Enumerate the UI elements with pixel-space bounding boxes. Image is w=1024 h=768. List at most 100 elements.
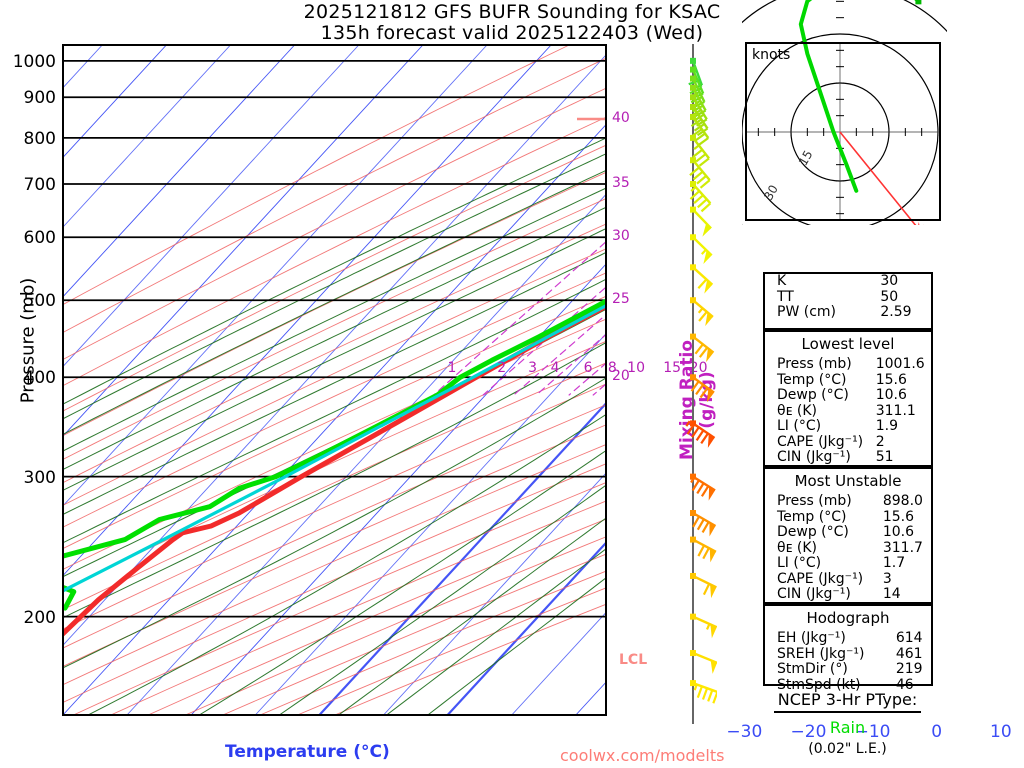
- lowest-level-row: Temp (°C) 15.6: [765, 371, 931, 389]
- lowest-level-row: θᴇ (K) 311.1: [765, 402, 931, 420]
- most-unstable-row: CAPE (Jkg⁻¹) 3: [765, 570, 931, 588]
- pressure-tick-400: 400: [23, 368, 56, 389]
- lowest-level-value: 2: [875, 433, 885, 450]
- lowest-level-row: CAPE (Jkg⁻¹) 2: [765, 433, 931, 451]
- height-tick-20: 20: [612, 368, 630, 385]
- most-unstable-row: Dewp (°C) 10.6: [765, 524, 931, 541]
- pressure-axis-title: Pressure (mb): [17, 277, 39, 404]
- lowest-level-title: Lowest level: [801, 335, 895, 353]
- lowest-level-key: CIN (Jkg⁻¹): [777, 449, 851, 465]
- pressure-tick-700: 700: [23, 175, 56, 196]
- skewt-frame: [62, 44, 607, 716]
- index-value: 50: [880, 288, 899, 305]
- index-row: K 30: [765, 273, 931, 290]
- indices-panel: K 30 TT 50 PW (cm) 2.59: [763, 272, 933, 330]
- index-row: TT 50: [765, 288, 931, 306]
- most-unstable-title: Most Unstable: [794, 472, 902, 490]
- most-unstable-key: Press (mb): [777, 493, 852, 509]
- height-tick-35: 35: [612, 175, 630, 192]
- most-unstable-row: CIN (Jkg⁻¹) 14: [765, 586, 931, 603]
- lowest-level-key: Press (mb): [777, 356, 852, 372]
- most-unstable-row: θᴇ (K) 311.7: [765, 539, 931, 557]
- height-tick-40: 40: [612, 110, 630, 126]
- mixing-ratio-label-20: 20: [689, 360, 708, 377]
- mixing-ratio-label-8: 8: [607, 360, 617, 377]
- most-unstable-row: Temp (°C) 15.6: [765, 508, 931, 526]
- mixing-ratio-label-3: 3: [528, 360, 537, 377]
- pressure-tick-200: 200: [23, 607, 56, 628]
- page-subtitle: 135h forecast valid 2025122403 (Wed): [320, 22, 704, 44]
- mixing-ratio-label-1: 1: [447, 360, 457, 377]
- lcl-label: LCL: [619, 652, 648, 668]
- pressure-tick-900: 900: [23, 88, 56, 109]
- most-unstable-value: 898.0: [882, 493, 923, 509]
- lowest-level-panel: Lowest level Press (mb) 1001.6 Temp (°C) 15…: [763, 330, 933, 467]
- most-unstable-value: 14: [882, 586, 901, 602]
- most-unstable-key: CIN (Jkg⁻¹): [777, 586, 851, 602]
- mixing-ratio-label-4: 4: [550, 360, 560, 377]
- hodograph-plot: 153045✶: [742, 0, 947, 225]
- hodograph-stat-value: 219: [895, 661, 923, 677]
- temperature-axis-title: Temperature (°C): [225, 742, 390, 762]
- lowest-level-row: LI (°C) 1.9: [765, 418, 931, 435]
- lowest-level-key: LI (°C): [777, 418, 822, 434]
- temperature-tick-0: 0: [931, 722, 943, 742]
- wind-barb-column: [685, 44, 717, 724]
- watermark: coolwx.com/modelts: [560, 746, 725, 765]
- most-unstable-row: Press (mb) 898.0: [765, 493, 931, 510]
- hodograph-stat-row: SREH (Jkg⁻¹) 461: [765, 645, 931, 663]
- most-unstable-key: Temp (°C): [777, 508, 847, 525]
- lowest-level-value: 10.6: [875, 387, 907, 403]
- mixing-ratio-label-6: 6: [583, 360, 593, 377]
- temperature-tick-10: 10: [990, 722, 1012, 742]
- pressure-tick-600: 600: [23, 228, 56, 249]
- lowest-level-row: Dewp (°C) 10.6: [765, 387, 931, 404]
- svg-text:✶: ✶: [913, 219, 926, 225]
- hodograph-stat-row: StmDir (°) 219: [765, 661, 931, 678]
- most-unstable-key: θᴇ (K): [777, 539, 817, 556]
- hodograph-stats-panel: Hodograph EH (Jkg⁻¹) 614 SREH (Jkg⁻¹) 461 St…: [763, 604, 933, 692]
- lowest-level-key: CAPE (Jkg⁻¹): [777, 433, 864, 450]
- lowest-level-row: CIN (Jkg⁻¹) 51: [765, 449, 931, 466]
- pressure-tick-800: 800: [23, 128, 56, 149]
- most-unstable-value: 15.6: [882, 508, 915, 525]
- page-title: 2025121812 GFS BUFR Sounding for KSAC: [303, 1, 721, 23]
- ptype-panel: NCEP 3-Hr PType: Rain (0.02" L.E.): [740, 690, 955, 757]
- lowest-level-value: 15.6: [875, 371, 907, 388]
- hodograph-stats-title: Hodograph: [806, 609, 890, 627]
- most-unstable-key: CAPE (Jkg⁻¹): [777, 570, 864, 587]
- mixing-ratio-label-10: 10: [627, 360, 645, 377]
- hodograph-stat-row: EH (Jkg⁻¹) 614: [765, 630, 931, 647]
- most-unstable-key: LI (°C): [777, 555, 822, 571]
- hodograph-frame: [745, 42, 941, 221]
- height-tick-30: 30: [612, 228, 630, 245]
- ptype-heading: NCEP 3-Hr PType:: [773, 690, 922, 713]
- index-key: PW (cm): [777, 304, 836, 320]
- most-unstable-value: 3: [882, 570, 892, 587]
- index-key: K: [777, 273, 787, 289]
- skewt-plot: [62, 44, 607, 716]
- hodograph-units-label: knots: [752, 47, 791, 63]
- hodograph-stat-key: EH (Jkg⁻¹): [777, 630, 846, 646]
- height-tick-25: 25: [612, 291, 630, 308]
- hodograph-stat-key: StmSpd (kt): [777, 676, 861, 693]
- hodograph-stat-value: 614: [895, 630, 923, 646]
- lowest-level-key: Temp (°C): [777, 371, 847, 388]
- pressure-tick-1000: 1000: [12, 51, 56, 72]
- svg-text:15: 15: [796, 148, 816, 168]
- index-value: 2.59: [880, 304, 912, 320]
- ptype-amount: (0.02" L.E.): [808, 741, 887, 757]
- hodograph-stat-key: SREH (Jkg⁻¹): [777, 645, 865, 662]
- pressure-tick-300: 300: [23, 467, 56, 488]
- mixing-ratio-label-2: 2: [497, 360, 507, 377]
- most-unstable-panel: Most Unstable Press (mb) 898.0 Temp (°C) 15…: [763, 467, 933, 604]
- hodograph-stat-key: StmDir (°): [777, 661, 848, 677]
- lowest-level-row: Press (mb) 1001.6: [765, 356, 931, 373]
- index-value: 30: [880, 273, 899, 289]
- most-unstable-value: 1.7: [882, 555, 906, 571]
- pressure-tick-500: 500: [23, 291, 56, 312]
- lowest-level-key: θᴇ (K): [777, 402, 817, 419]
- lowest-level-key: Dewp (°C): [777, 387, 849, 403]
- most-unstable-value: 10.6: [882, 524, 915, 540]
- most-unstable-value: 311.7: [882, 539, 923, 556]
